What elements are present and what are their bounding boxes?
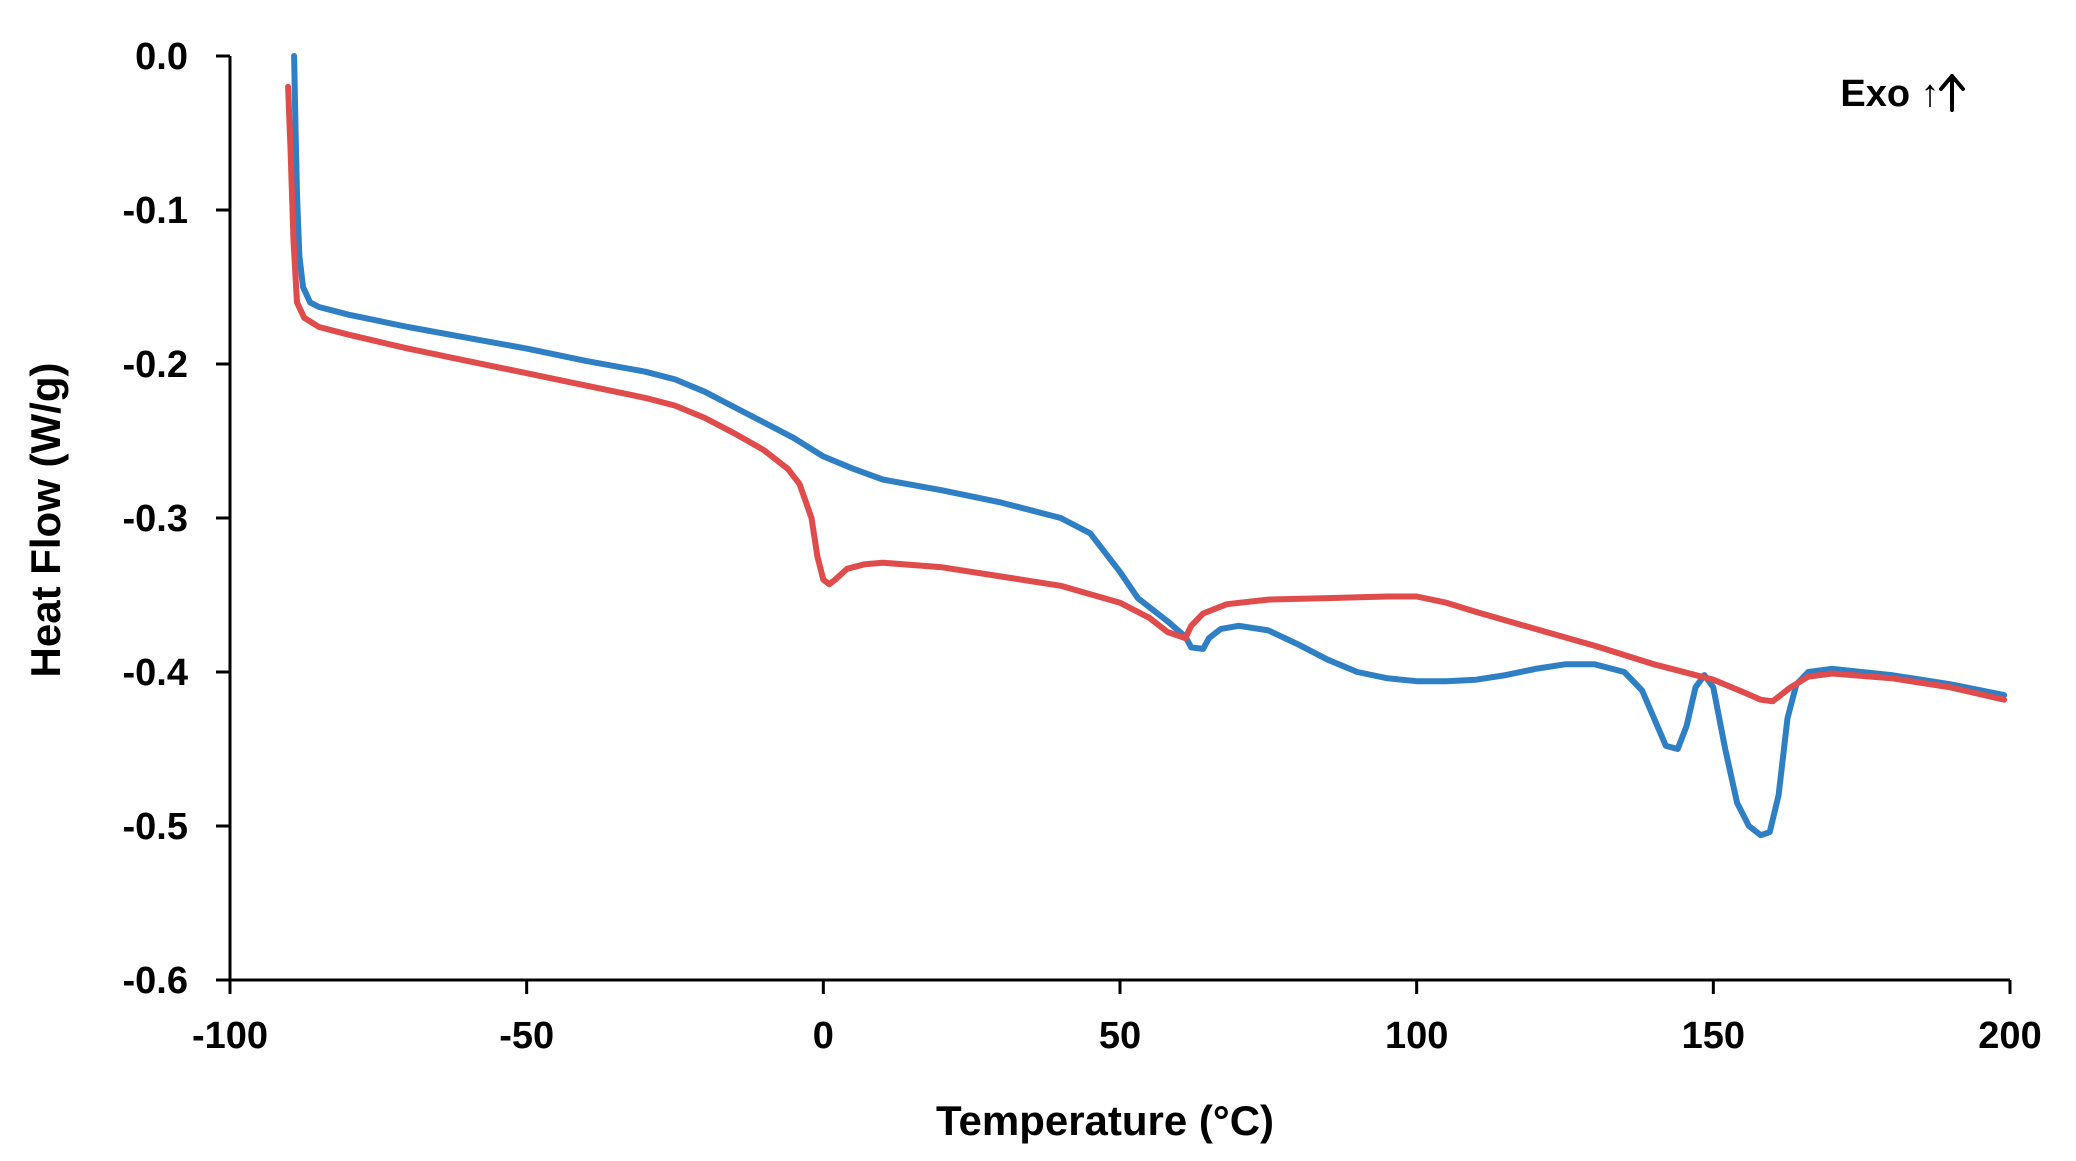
x-tick-label: 100 — [1385, 1015, 1448, 1057]
y-tick-label: -0.3 — [123, 498, 188, 540]
y-tick-label: -0.6 — [123, 960, 188, 1002]
x-tick-label: -50 — [499, 1015, 554, 1057]
axes: 0.0 -0.1 -0.2 -0.3 -0.4 -0.5 -0.6-100 -50 0 50 100… — [123, 36, 2042, 1057]
exo-arrow-icon — [1939, 74, 1965, 112]
x-tick-label: -100 — [192, 1015, 268, 1057]
exo-annotation: Exo ↑ — [1840, 73, 1939, 115]
x-tick-label: 150 — [1682, 1015, 1745, 1057]
series-line-blue — [291, 53, 2008, 839]
x-tick-label: 0 — [813, 1015, 834, 1057]
x-axis-title: Temperature (°C) — [936, 1097, 1274, 1144]
y-tick-label: -0.2 — [123, 344, 188, 386]
y-tick-label: 0.0 — [135, 36, 188, 78]
y-tick-label: -0.1 — [123, 190, 188, 232]
plot-area — [285, 53, 2008, 839]
y-tick-label: -0.5 — [123, 806, 188, 848]
x-tick-label: 50 — [1099, 1015, 1141, 1057]
y-axis-title: Heat Flow (W/g) — [22, 363, 69, 678]
y-tick-label: -0.4 — [123, 652, 188, 694]
x-tick-label: 200 — [1978, 1015, 2041, 1057]
series-line-red — [285, 83, 2008, 705]
